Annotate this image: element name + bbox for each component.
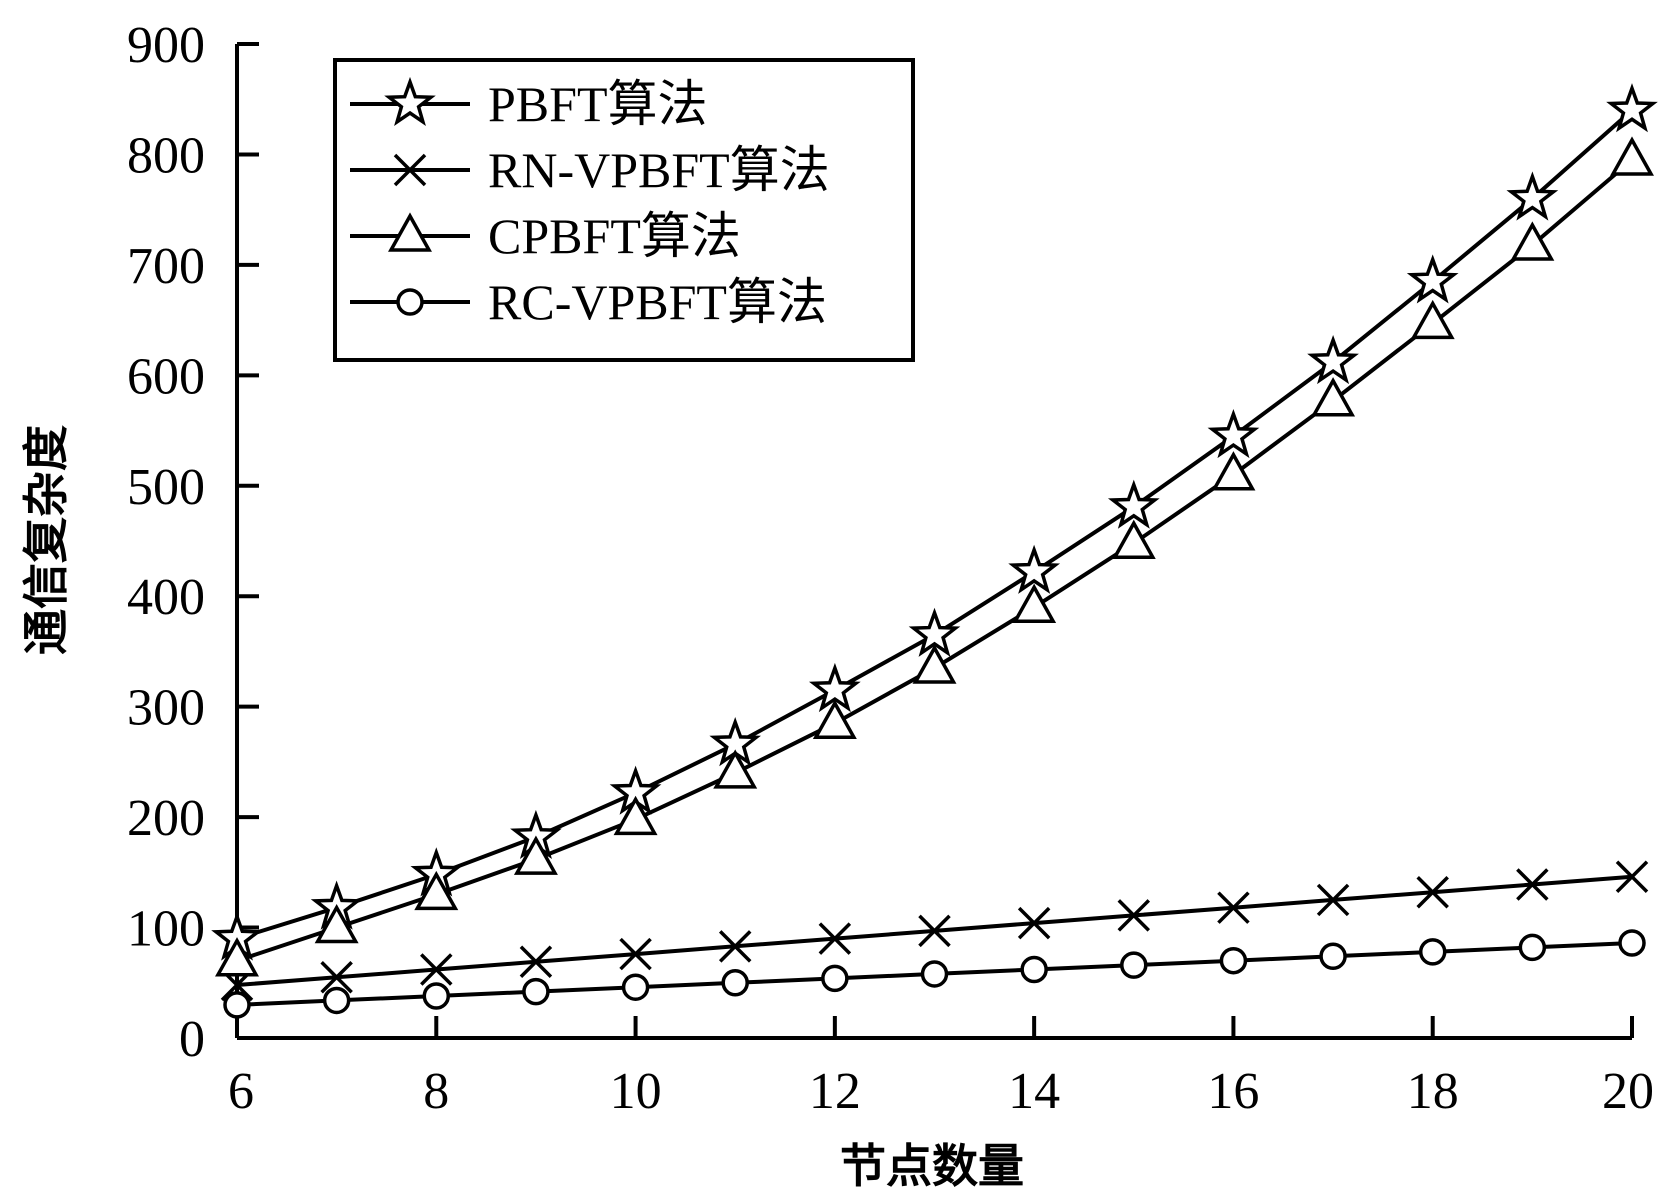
data-point-triangle xyxy=(414,870,459,911)
y-tick-label: 200 xyxy=(127,790,205,847)
data-point-x xyxy=(519,945,553,979)
x-tick-label: 16 xyxy=(1207,1063,1259,1120)
data-point-triangle xyxy=(1610,136,1654,176)
x-tick-label: 10 xyxy=(610,1063,662,1120)
data-point-circle xyxy=(821,964,849,993)
data-point-star xyxy=(1107,479,1160,529)
data-point-circle xyxy=(322,986,351,1015)
legend-marker-triangle xyxy=(388,212,432,252)
data-point-star xyxy=(1307,334,1359,385)
data-point-triangle xyxy=(215,937,259,977)
data-point-triangle xyxy=(1410,299,1455,340)
data-point-circle xyxy=(1418,938,1447,966)
data-point-star xyxy=(908,607,961,657)
y-tick-label: 500 xyxy=(127,459,205,516)
data-point-triangle xyxy=(713,749,758,789)
data-point-triangle xyxy=(912,644,957,684)
x-tick-label: 18 xyxy=(1407,1063,1459,1120)
data-point-star xyxy=(1506,171,1559,221)
legend: PBFT算法 RN-VPBFT算法 CPBFT算法 RC-VPBFT算法 xyxy=(333,58,915,362)
data-point-circle xyxy=(1319,942,1347,971)
y-tick-label: 900 xyxy=(127,17,205,74)
y-tick-label: 0 xyxy=(179,1011,205,1068)
data-point-x xyxy=(619,937,652,971)
data-point-x xyxy=(918,914,951,948)
data-point-star xyxy=(1008,544,1061,594)
y-tick-label: 400 xyxy=(127,569,205,626)
data-point-circle xyxy=(1219,946,1248,975)
data-point-star xyxy=(1406,254,1459,304)
legend-marker-star xyxy=(384,76,436,126)
data-point-triangle xyxy=(513,835,558,875)
data-point-star xyxy=(808,662,861,713)
data-point-circle xyxy=(1518,933,1547,962)
data-point-triangle xyxy=(812,699,857,739)
x-tick-label: 12 xyxy=(809,1063,861,1120)
data-point-x xyxy=(1117,899,1151,932)
y-axis-title: 通信复杂度 xyxy=(19,425,73,655)
series-star xyxy=(211,83,1658,961)
x-tick-label: 6 xyxy=(228,1063,254,1120)
y-tick-label: 300 xyxy=(127,680,205,737)
legend-label: RC-VPBFT算法 xyxy=(488,274,827,330)
data-point-circle xyxy=(721,969,749,997)
x-tick-label: 20 xyxy=(1602,1063,1654,1120)
data-point-x xyxy=(1615,860,1649,893)
data-point-circle xyxy=(522,977,550,1006)
data-point-x xyxy=(818,922,852,955)
data-point-x xyxy=(420,953,453,986)
data-point-star xyxy=(1207,408,1260,459)
data-point-circle xyxy=(1020,955,1048,984)
data-point-triangle xyxy=(1211,451,1256,491)
data-point-triangle xyxy=(1012,583,1057,624)
legend-label: RN-VPBFT算法 xyxy=(488,142,830,198)
x-tick-label: 14 xyxy=(1008,1063,1060,1120)
data-point-star xyxy=(1606,83,1658,133)
data-point-triangle xyxy=(1111,519,1156,559)
legend-marker-x xyxy=(393,153,427,187)
y-tick-label: 700 xyxy=(127,238,205,295)
data-point-circle xyxy=(1120,951,1148,979)
y-tick-label: 600 xyxy=(127,348,205,405)
data-point-circle xyxy=(920,960,949,988)
data-point-circle xyxy=(621,973,650,1001)
data-point-triangle xyxy=(613,795,658,836)
data-point-x xyxy=(1516,868,1549,901)
data-point-x xyxy=(1017,906,1051,940)
axes: 0 100 200 300 400 500 600 700 800 900 6 8 10 12 14 16 18… xyxy=(127,17,1654,1120)
legend-item: RC-VPBFT算法 xyxy=(350,274,827,330)
data-point-x xyxy=(718,930,752,963)
data-point-x xyxy=(1316,883,1350,917)
data-point-circle xyxy=(422,982,451,1010)
data-point-x xyxy=(1217,891,1250,924)
data-point-triangle xyxy=(314,903,359,944)
data-point-triangle xyxy=(1311,377,1356,417)
x-axis-title: 节点数量 xyxy=(840,1139,1024,1193)
y-tick-label: 100 xyxy=(127,901,205,958)
y-tick-label: 800 xyxy=(127,127,205,184)
data-point-x xyxy=(320,961,353,994)
series-circle xyxy=(223,929,1646,1019)
legend-item: CPBFT算法 xyxy=(350,208,741,264)
series-triangle xyxy=(215,136,1654,977)
legend-box xyxy=(333,58,915,362)
data-point-circle xyxy=(223,991,251,1019)
legend-item: RN-VPBFT算法 xyxy=(350,142,830,198)
legend-item: PBFT算法 xyxy=(350,76,708,132)
legend-label: CPBFT算法 xyxy=(488,208,741,264)
data-point-triangle xyxy=(1510,221,1555,261)
series-layer xyxy=(211,83,1658,1019)
data-point-circle xyxy=(1618,929,1646,957)
data-point-x xyxy=(1416,875,1449,909)
legend-label: PBFT算法 xyxy=(488,76,708,132)
series-x xyxy=(220,860,1649,1002)
legend-marker-circle xyxy=(396,288,424,316)
x-tick-label: 8 xyxy=(423,1063,449,1120)
